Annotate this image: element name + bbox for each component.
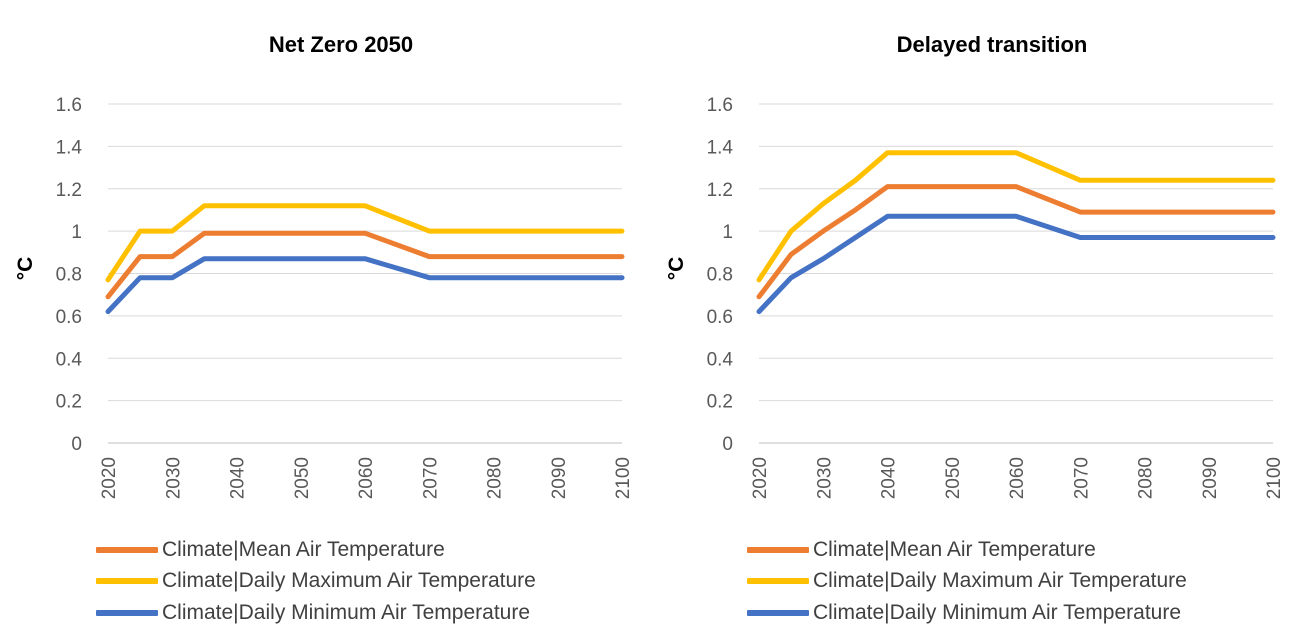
y-tick-label: 0 bbox=[71, 434, 82, 455]
x-tick-label: 2020 bbox=[99, 457, 120, 499]
series-line bbox=[105, 203, 625, 283]
legend-item: Climate|Daily Minimum Air Temperature bbox=[747, 597, 1187, 629]
x-tick-label: 2090 bbox=[1200, 457, 1221, 499]
legend-item: Climate|Daily Maximum Air Temperature bbox=[96, 566, 536, 598]
x-tick-label: 2090 bbox=[549, 457, 570, 499]
x-tick-label: 2040 bbox=[228, 457, 249, 499]
x-tick-label: 2070 bbox=[420, 457, 441, 499]
legend-swatch bbox=[747, 609, 809, 616]
series-line bbox=[105, 256, 625, 315]
y-tick-label: 0.4 bbox=[707, 349, 734, 370]
legend-item: Climate|Mean Air Temperature bbox=[747, 534, 1187, 566]
series-line bbox=[756, 213, 1276, 315]
y-tick-label: 0.2 bbox=[56, 392, 82, 413]
y-tick-label: 0.8 bbox=[56, 265, 82, 286]
legend-swatch bbox=[96, 546, 158, 553]
chart-delayed-transition: Delayed transition 0 0.2 0.4 0.6 0.8 1 1.2 1.4 1.… bbox=[651, 0, 1302, 639]
x-tick-label: 2100 bbox=[1264, 457, 1285, 499]
legend-label: Climate|Mean Air Temperature bbox=[162, 537, 445, 561]
x-tick-label: 2060 bbox=[356, 457, 377, 499]
y-tick-label: 0.4 bbox=[56, 349, 83, 370]
x-tick-label: 2100 bbox=[613, 457, 634, 499]
y-tick-label: 1 bbox=[722, 222, 733, 243]
y-tick-label: 0.6 bbox=[56, 307, 82, 328]
x-tick-label: 2080 bbox=[485, 457, 506, 499]
legend-swatch bbox=[96, 609, 158, 616]
y-tick-label: 1.4 bbox=[707, 137, 734, 158]
x-tick-label: 2050 bbox=[943, 457, 964, 499]
chart-net-zero-2050: Net Zero 2050 0 0.2 0.4 0.6 0.8 1 1.2 1.4 1.6 °C 20… bbox=[0, 0, 651, 639]
x-tick-label: 2050 bbox=[292, 457, 313, 499]
chart-legend: Climate|Mean Air Temperature Climate|Dail… bbox=[96, 534, 536, 629]
legend-label: Climate|Daily Minimum Air Temperature bbox=[813, 600, 1182, 624]
chart-title: Delayed transition bbox=[897, 32, 1088, 57]
x-tick-label: 2040 bbox=[879, 457, 900, 499]
legend-label: Climate|Daily Maximum Air Temperature bbox=[162, 569, 536, 593]
legend-label: Climate|Mean Air Temperature bbox=[813, 537, 1096, 561]
x-tick-label: 2030 bbox=[814, 457, 835, 499]
legend-swatch bbox=[96, 578, 158, 585]
y-tick-label: 1.2 bbox=[707, 180, 733, 201]
y-axis-label: °C bbox=[14, 257, 37, 281]
series-line bbox=[756, 184, 1276, 300]
chart-legend: Climate|Mean Air Temperature Climate|Dail… bbox=[747, 534, 1187, 629]
y-tick-label: 1 bbox=[71, 222, 82, 243]
y-axis-label: °C bbox=[665, 257, 688, 281]
x-tick-label: 2070 bbox=[1071, 457, 1092, 499]
x-tick-label: 2030 bbox=[163, 457, 184, 499]
legend-item: Climate|Daily Maximum Air Temperature bbox=[747, 566, 1187, 598]
chart-title: Net Zero 2050 bbox=[269, 32, 413, 57]
chart-plot-area: Net Zero 2050 0 0.2 0.4 0.6 0.8 1 1.2 1.4 1.6 °C 20… bbox=[14, 32, 634, 499]
x-tick-label: 2020 bbox=[750, 457, 771, 499]
y-tick-label: 0.6 bbox=[707, 307, 733, 328]
series-line bbox=[105, 230, 625, 300]
legend-swatch bbox=[747, 546, 809, 553]
y-tick-label: 1.2 bbox=[56, 180, 82, 201]
y-tick-label: 1.4 bbox=[56, 137, 83, 158]
y-tick-label: 1.6 bbox=[707, 95, 733, 116]
x-tick-label: 2080 bbox=[1136, 457, 1157, 499]
chart-plot-area: Delayed transition 0 0.2 0.4 0.6 0.8 1 1.2 1.4 1.… bbox=[665, 32, 1285, 499]
y-tick-label: 0.2 bbox=[707, 392, 733, 413]
y-tick-label: 0 bbox=[722, 434, 733, 455]
legend-label: Climate|Daily Minimum Air Temperature bbox=[162, 600, 531, 624]
legend-label: Climate|Daily Maximum Air Temperature bbox=[813, 569, 1187, 593]
x-tick-label: 2060 bbox=[1007, 457, 1028, 499]
legend-item: Climate|Daily Minimum Air Temperature bbox=[96, 597, 536, 629]
y-tick-label: 1.6 bbox=[56, 95, 82, 116]
legend-swatch bbox=[747, 578, 809, 585]
y-tick-label: 0.8 bbox=[707, 265, 733, 286]
legend-item: Climate|Mean Air Temperature bbox=[96, 534, 536, 566]
series-line bbox=[756, 150, 1276, 283]
